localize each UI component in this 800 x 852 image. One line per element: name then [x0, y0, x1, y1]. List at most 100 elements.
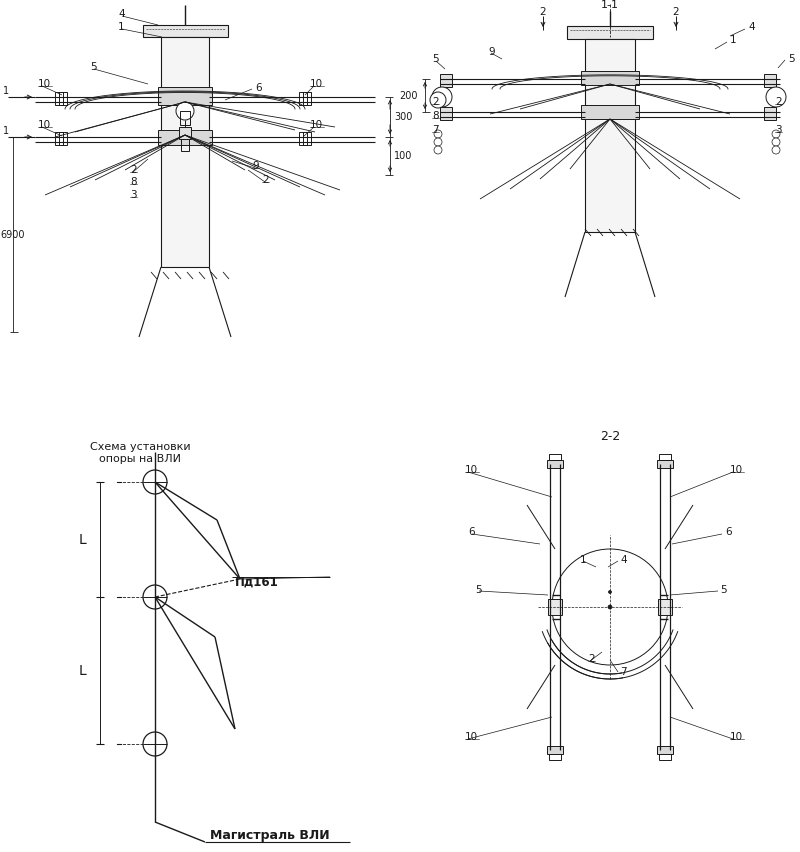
Text: 3: 3 — [775, 125, 782, 135]
Text: 6: 6 — [468, 527, 474, 537]
Bar — [764, 74, 776, 87]
Text: 10: 10 — [310, 120, 323, 130]
Text: 1: 1 — [580, 555, 586, 565]
Bar — [158, 87, 212, 105]
Circle shape — [434, 130, 442, 138]
Text: 2-2: 2-2 — [600, 430, 620, 444]
Text: 5: 5 — [788, 54, 794, 64]
Text: Магистраль ВЛИ: Магистраль ВЛИ — [210, 828, 330, 842]
Text: 2: 2 — [775, 97, 782, 107]
Text: 4: 4 — [748, 22, 754, 32]
Bar — [547, 746, 563, 754]
Circle shape — [430, 92, 446, 108]
Bar — [180, 111, 190, 125]
Text: 6: 6 — [725, 527, 732, 537]
Text: L: L — [78, 533, 86, 547]
Text: 10: 10 — [730, 465, 743, 475]
Bar — [549, 754, 561, 760]
Text: 5: 5 — [432, 54, 438, 64]
Text: 10: 10 — [310, 79, 323, 89]
Circle shape — [176, 102, 194, 120]
Text: 1: 1 — [730, 35, 737, 45]
Bar — [548, 599, 562, 615]
Bar — [440, 74, 452, 87]
Text: 2: 2 — [262, 175, 269, 185]
Bar — [440, 107, 452, 120]
Bar — [764, 107, 776, 120]
Bar — [585, 39, 635, 232]
Circle shape — [143, 732, 167, 756]
Text: 5: 5 — [475, 585, 482, 595]
Bar — [299, 132, 307, 145]
Circle shape — [609, 590, 611, 594]
Bar — [547, 460, 563, 468]
Text: 9: 9 — [252, 161, 258, 171]
Bar — [303, 92, 311, 105]
Circle shape — [558, 555, 662, 659]
Bar — [161, 37, 209, 267]
Bar — [179, 127, 191, 139]
Bar — [659, 454, 671, 460]
Text: 3: 3 — [130, 190, 137, 200]
Circle shape — [608, 605, 612, 609]
Bar — [299, 92, 307, 105]
Bar — [658, 599, 672, 615]
Text: 10: 10 — [38, 120, 51, 130]
Text: 4: 4 — [620, 555, 626, 565]
Text: 1: 1 — [3, 86, 9, 96]
Text: 7: 7 — [620, 667, 626, 677]
Text: 1: 1 — [3, 126, 9, 136]
Bar — [659, 754, 671, 760]
Text: 2: 2 — [432, 97, 438, 107]
Text: 8: 8 — [432, 111, 438, 121]
Text: 300: 300 — [394, 112, 412, 122]
Circle shape — [143, 470, 167, 494]
Text: Схема установки
опоры на ВЛИ: Схема установки опоры на ВЛИ — [90, 442, 190, 463]
Text: 2: 2 — [130, 165, 137, 175]
Text: 200: 200 — [398, 91, 418, 101]
Circle shape — [143, 585, 167, 609]
Text: L: L — [78, 664, 86, 678]
Text: 1-1: 1-1 — [601, 0, 619, 10]
Text: 1: 1 — [118, 22, 125, 32]
Text: 5: 5 — [720, 585, 726, 595]
Text: 6900: 6900 — [0, 230, 25, 240]
Bar — [581, 105, 639, 119]
Bar — [549, 454, 561, 460]
Circle shape — [434, 138, 442, 146]
Text: 9: 9 — [488, 47, 494, 57]
Circle shape — [772, 130, 780, 138]
Text: 100: 100 — [394, 151, 412, 161]
Text: 2: 2 — [588, 654, 594, 664]
Text: 4: 4 — [118, 9, 125, 19]
Bar — [303, 132, 311, 145]
Bar — [581, 71, 639, 85]
Circle shape — [766, 87, 786, 107]
Circle shape — [432, 87, 452, 107]
Circle shape — [772, 138, 780, 146]
Bar — [55, 92, 63, 105]
Bar — [657, 746, 673, 754]
Text: 8: 8 — [130, 177, 137, 187]
Bar — [567, 26, 653, 39]
Bar — [158, 130, 212, 145]
Bar — [59, 92, 67, 105]
Text: 2: 2 — [673, 7, 679, 17]
Text: 2: 2 — [540, 7, 546, 17]
Text: 10: 10 — [38, 79, 51, 89]
Bar — [657, 460, 673, 468]
Circle shape — [434, 146, 442, 154]
Circle shape — [552, 549, 668, 665]
Circle shape — [772, 146, 780, 154]
Bar — [55, 132, 63, 145]
Text: Пд161: Пд161 — [235, 575, 278, 589]
Text: 10: 10 — [730, 732, 743, 742]
Bar — [59, 132, 67, 145]
Bar — [143, 25, 228, 37]
Text: 7: 7 — [432, 125, 438, 135]
Text: 10: 10 — [465, 465, 478, 475]
Text: 6: 6 — [255, 83, 262, 93]
Text: 5: 5 — [90, 62, 97, 72]
Text: 10: 10 — [465, 732, 478, 742]
Bar — [181, 139, 189, 151]
